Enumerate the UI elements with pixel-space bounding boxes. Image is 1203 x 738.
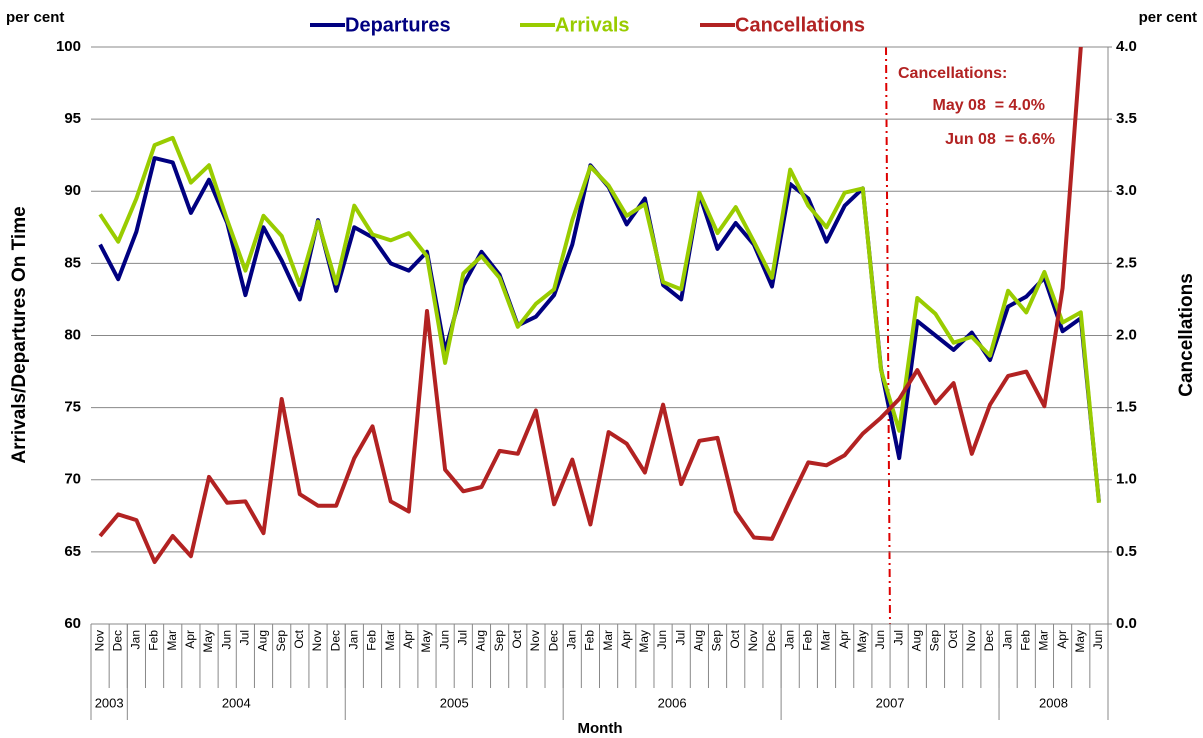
series-line: [98, 156, 1101, 502]
x-tick-label: Mar: [383, 630, 397, 651]
x-tick-label: Mar: [819, 630, 833, 651]
x-tick-label: Aug: [692, 630, 706, 651]
x-tick-label: Jan: [347, 630, 361, 649]
x-tick-label: Jan: [1000, 630, 1014, 649]
legend-label: Departures: [345, 14, 451, 36]
x-tick-label: Jul: [673, 630, 687, 645]
x-tick-label: Nov: [964, 630, 978, 651]
y-tick-label: 95: [64, 110, 81, 127]
year-label: 2005: [440, 695, 469, 710]
x-tick-label: Aug: [474, 630, 488, 651]
x-tick-label: Jun: [655, 630, 669, 649]
x-tick-label: Jan: [129, 630, 143, 649]
y-axis-title: Arrivals/Departures On Time: [9, 206, 30, 463]
x-tick-label: Jan: [564, 630, 578, 649]
year-label: 2008: [1039, 695, 1068, 710]
x-tick-label: Nov: [528, 630, 542, 651]
x-tick-label: Sep: [928, 630, 942, 652]
x-tick-label: Nov: [746, 630, 760, 651]
y-tick-label: 80: [64, 326, 81, 343]
y-tick-label: 85: [64, 254, 81, 271]
x-tick-label: May: [1073, 630, 1087, 653]
x-tick-label: Jul: [455, 630, 469, 645]
x-tick-label: Apr: [619, 630, 633, 649]
legend-label: Arrivals: [555, 14, 630, 36]
y2-tick-label: 0.0: [1116, 615, 1137, 632]
y-tick-label: 60: [64, 615, 81, 632]
series-line: [98, 135, 1101, 503]
x-tick-label: Apr: [837, 630, 851, 649]
y2-tick-label: 1.5: [1116, 399, 1137, 416]
plot-area: [98, 47, 1101, 564]
x-tick-label: Jan: [782, 630, 796, 649]
x-tick-label: May: [419, 630, 433, 653]
year-label: 2007: [876, 695, 905, 710]
x-tick-label: May: [855, 630, 869, 653]
x-tick-label: Nov: [92, 630, 106, 651]
y2-axis-title: Cancellations: [1176, 273, 1197, 397]
x-tick-label: Aug: [256, 630, 270, 651]
x-tick-label: Feb: [1018, 630, 1032, 651]
y-unit: per cent: [6, 9, 64, 26]
x-tick-label: Apr: [1055, 630, 1069, 649]
x-tick-label: Mar: [1037, 630, 1051, 651]
x-tick-label: Aug: [909, 630, 923, 651]
y2-tick-label: 3.5: [1116, 110, 1137, 127]
y2-tick-label: 3.0: [1116, 182, 1137, 199]
y2-tick-label: 1.0: [1116, 471, 1137, 488]
x-tick-label: Sep: [710, 630, 724, 652]
y-tick-label: 100: [56, 38, 81, 55]
year-label: 2006: [658, 695, 687, 710]
x-tick-label: Apr: [183, 630, 197, 649]
x-tick-label: Dec: [328, 630, 342, 651]
x-tick-label: Dec: [110, 630, 124, 651]
annotation: May 08 = 4.0%: [932, 97, 1045, 114]
x-tick-label: Jun: [437, 630, 451, 649]
x-tick-label: Feb: [147, 630, 161, 651]
x-axis-title: Month: [578, 720, 623, 737]
x-tick-label: Nov: [310, 630, 324, 651]
x-tick-label: Jul: [891, 630, 905, 645]
x-tick-label: Dec: [764, 630, 778, 651]
series-line: [98, 47, 1083, 564]
y2-tick-label: 2.0: [1116, 326, 1137, 343]
y-tick-label: 90: [64, 182, 81, 199]
x-tick-label: Dec: [546, 630, 560, 651]
x-tick-label: May: [201, 630, 215, 653]
x-tick-label: Sep: [274, 630, 288, 652]
x-tick-label: Jun: [1091, 630, 1105, 649]
x-tick-label: Mar: [165, 630, 179, 651]
year-label: 2004: [222, 695, 251, 710]
x-tick-label: Jun: [873, 630, 887, 649]
x-tick-label: Dec: [982, 630, 996, 651]
year-label: 2003: [95, 695, 124, 710]
legend-label: Cancellations: [735, 14, 865, 36]
y-tick-label: 75: [64, 399, 81, 416]
x-tick-label: Feb: [365, 630, 379, 651]
x-tick-label: Oct: [510, 629, 524, 648]
y-tick-label: 70: [64, 471, 81, 488]
x-tick-label: Oct: [292, 629, 306, 648]
x-tick-label: Mar: [601, 630, 615, 651]
x-tick-label: Apr: [401, 630, 415, 649]
x-tick-label: Feb: [801, 630, 815, 651]
annotation: Cancellations:: [898, 65, 1007, 82]
y2-unit: per cent: [1139, 9, 1197, 26]
x-tick-label: Jun: [219, 630, 233, 649]
y2-tick-label: 0.5: [1116, 543, 1137, 560]
x-tick-label: Oct: [728, 629, 742, 648]
y2-tick-label: 2.5: [1116, 254, 1137, 271]
x-tick-label: Oct: [946, 629, 960, 648]
x-tick-label: May: [637, 630, 651, 653]
x-tick-label: Feb: [583, 630, 597, 651]
x-tick-label: Sep: [492, 630, 506, 652]
y-tick-label: 65: [64, 543, 81, 560]
annotation: Jun 08 = 6.6%: [945, 131, 1055, 148]
x-tick-label: Jul: [238, 630, 252, 645]
y2-tick-label: 4.0: [1116, 38, 1137, 55]
